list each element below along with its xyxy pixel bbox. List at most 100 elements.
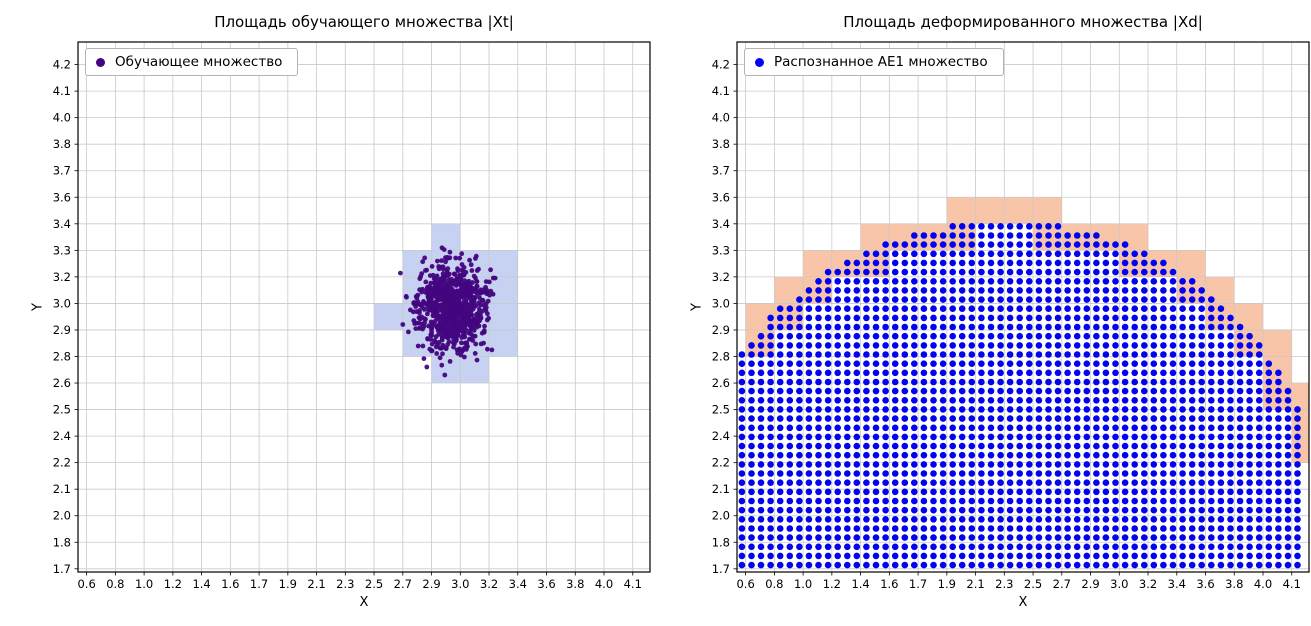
svg-text:4.2: 4.2 [53,58,71,72]
legend: Обучающее множество [85,48,299,76]
svg-text:2.8: 2.8 [712,349,730,363]
svg-text:4.1: 4.1 [624,577,642,591]
training-plot-canvas: 0.6 0.8 1.0 1.2 1.4 1.6 1.7 1.9 2.1 2.3 2.5 2.7 2.9 3… [53,41,651,591]
svg-text:2.1: 2.1 [307,577,325,591]
svg-text:1.6: 1.6 [880,577,898,591]
svg-text:3.6: 3.6 [1196,577,1214,591]
svg-text:3.7: 3.7 [712,164,730,178]
plot-border [736,41,1310,573]
svg-text:2.8: 2.8 [53,349,71,363]
svg-text:1.4: 1.4 [851,577,869,591]
svg-text:2.2: 2.2 [53,456,71,470]
svg-text:4.1: 4.1 [53,84,71,98]
svg-text:2.4: 2.4 [53,429,71,443]
svg-text:2.1: 2.1 [966,577,984,591]
svg-text:2.7: 2.7 [1053,577,1071,591]
x-axis-label: X [359,595,369,610]
svg-text:4.0: 4.0 [1254,577,1272,591]
svg-text:3.4: 3.4 [53,217,71,231]
svg-text:4.2: 4.2 [712,58,730,72]
svg-text:1.2: 1.2 [164,577,182,591]
svg-text:3.0: 3.0 [451,577,469,591]
svg-text:1.4: 1.4 [192,577,210,591]
svg-text:1.9: 1.9 [279,577,297,591]
svg-text:3.6: 3.6 [537,577,555,591]
svg-text:2.1: 2.1 [712,482,730,496]
svg-text:3.2: 3.2 [712,270,730,284]
y-tick-labels: 1.7 1.8 2.0 2.1 2.2 2.4 2.5 2.6 2.8 2.9 3.0 3.2 3.3 3… [712,58,737,576]
deformed-chart-panel: 0.6 0.8 1.0 1.2 1.4 1.6 1.7 1.9 2.1 2.3 2.5 2.7 2.9 3… [671,0,1311,626]
y-axis-label: Y [689,303,705,311]
svg-text:2.5: 2.5 [1024,577,1042,591]
svg-text:2.4: 2.4 [712,429,730,443]
svg-text:2.3: 2.3 [995,577,1013,591]
svg-text:1.8: 1.8 [53,535,71,549]
svg-text:2.9: 2.9 [1081,577,1099,591]
svg-text:3.3: 3.3 [53,243,71,257]
svg-text:3.6: 3.6 [712,190,730,204]
svg-text:1.8: 1.8 [712,535,730,549]
svg-text:2.2: 2.2 [712,456,730,470]
y-tick-labels: 1.7 1.8 2.0 2.1 2.2 2.4 2.5 2.6 2.8 2.9 3.0 3.2 3.3 3… [53,58,78,576]
svg-text:2.9: 2.9 [53,323,71,337]
svg-text:3.0: 3.0 [53,296,71,310]
svg-text:4.0: 4.0 [712,111,730,125]
svg-text:2.1: 2.1 [53,482,71,496]
svg-text:3.8: 3.8 [712,137,730,151]
svg-text:1.7: 1.7 [53,562,71,576]
svg-text:2.5: 2.5 [365,577,383,591]
legend-marker [96,57,105,67]
chart-title: Площадь обучающего множества |Xt| [214,13,514,31]
svg-text:2.0: 2.0 [712,509,730,523]
svg-text:3.8: 3.8 [53,137,71,151]
svg-text:3.4: 3.4 [509,577,527,591]
x-tick-labels: 0.6 0.8 1.0 1.2 1.4 1.6 1.7 1.9 2.1 2.3 2.5 2.7 2.9 3… [77,572,642,591]
x-tick-labels: 0.6 0.8 1.0 1.2 1.4 1.6 1.7 1.9 2.1 2.3 2.5 2.7 2.9 3… [736,572,1301,591]
svg-text:2.5: 2.5 [712,403,730,417]
svg-text:3.8: 3.8 [566,577,584,591]
svg-text:0.6: 0.6 [736,577,754,591]
svg-text:3.3: 3.3 [712,243,730,257]
svg-text:4.0: 4.0 [53,111,71,125]
svg-text:3.7: 3.7 [53,164,71,178]
svg-text:2.7: 2.7 [394,577,412,591]
svg-text:4.0: 4.0 [595,577,613,591]
svg-text:1.7: 1.7 [712,562,730,576]
svg-text:3.2: 3.2 [480,577,498,591]
svg-text:1.2: 1.2 [823,577,841,591]
svg-text:2.5: 2.5 [53,403,71,417]
svg-text:2.9: 2.9 [712,323,730,337]
svg-text:2.0: 2.0 [53,509,71,523]
svg-text:2.3: 2.3 [336,577,354,591]
svg-text:1.7: 1.7 [909,577,927,591]
svg-text:3.0: 3.0 [1110,577,1128,591]
svg-text:1.6: 1.6 [221,577,239,591]
grid-lines [78,42,650,572]
svg-text:1.9: 1.9 [938,577,956,591]
legend-label: Распознанное АЕ1 множество [774,54,988,70]
y-axis-label: Y [30,303,46,311]
svg-text:1.0: 1.0 [135,577,153,591]
training-chart-panel: 0.6 0.8 1.0 1.2 1.4 1.6 1.7 1.9 2.1 2.3 2.5 2.7 2.9 3… [12,0,652,626]
svg-text:3.8: 3.8 [1225,577,1243,591]
svg-text:0.6: 0.6 [77,577,95,591]
svg-text:3.6: 3.6 [53,190,71,204]
legend: Распознанное АЕ1 множество [744,48,1004,76]
svg-text:3.2: 3.2 [53,270,71,284]
deformed-plot-canvas: 0.6 0.8 1.0 1.2 1.4 1.6 1.7 1.9 2.1 2.3 2.5 2.7 2.9 3… [712,41,1310,591]
chart-title: Площадь деформированного множества |Xd| [843,13,1203,31]
dome-points [738,223,1301,569]
svg-text:4.1: 4.1 [1283,577,1301,591]
x-axis-label: X [1018,595,1028,610]
svg-text:1.7: 1.7 [250,577,268,591]
svg-text:2.6: 2.6 [712,376,730,390]
svg-text:0.8: 0.8 [765,577,783,591]
svg-text:3.4: 3.4 [1168,577,1186,591]
scatter-points [398,245,498,378]
plot-border [77,41,651,573]
svg-text:4.1: 4.1 [712,84,730,98]
svg-text:2.6: 2.6 [53,376,71,390]
svg-text:1.0: 1.0 [794,577,812,591]
svg-text:3.4: 3.4 [712,217,730,231]
